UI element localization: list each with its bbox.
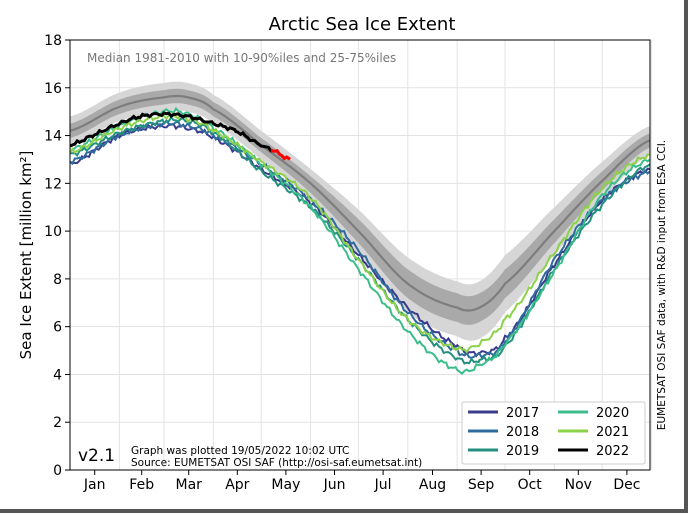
percentile-bands — [69, 81, 651, 341]
plotted-note: Graph was plotted 19/05/2022 10:02 UTC — [131, 445, 349, 457]
series-line-2022 — [69, 111, 273, 153]
legend-label-2017: 2017 — [506, 406, 539, 421]
x-tick-label: Oct — [518, 477, 543, 493]
y-tick-label: 2 — [53, 415, 62, 431]
source-note: Source: EUMETSAT OSI SAF (http://osi-saf… — [131, 457, 422, 469]
x-tick-label: Aug — [419, 477, 446, 493]
x-tick-label: Mar — [175, 477, 202, 493]
series-line-2022-recent — [270, 148, 291, 161]
y-tick-label: 6 — [53, 320, 62, 336]
x-tick-label: Feb — [129, 477, 154, 493]
x-tick-label: May — [271, 477, 300, 493]
series-line-2021 — [69, 113, 651, 354]
x-tick-label: Jun — [323, 477, 346, 493]
median-label: Median 1981-2010 with 10-90%iles and 25-… — [87, 51, 396, 65]
y-tick-label: 12 — [44, 176, 62, 192]
legend-label-2022: 2022 — [596, 444, 629, 459]
y-tick-label: 16 — [44, 81, 62, 97]
x-tick-label: Jul — [374, 477, 392, 493]
x-tick-label: Jan — [83, 477, 106, 493]
version-label: v2.1 — [78, 446, 115, 466]
legend-box — [461, 401, 646, 465]
legend-label-2019: 2019 — [506, 444, 539, 459]
series-line-2020 — [69, 106, 651, 375]
x-axis-ticks: Jan Feb Mar Apr May Jun Jul Aug Sep Oct Nov Dec — [83, 470, 640, 493]
x-tick-label: Nov — [565, 477, 592, 493]
y-axis-label: Sea Ice Extent [million km²] — [17, 151, 35, 360]
y-tick-label: 10 — [44, 224, 62, 240]
y-tick-label: 4 — [53, 367, 62, 383]
x-tick-label: Apr — [225, 477, 249, 493]
x-tick-label: Sep — [468, 477, 495, 493]
legend-label-2018: 2018 — [506, 425, 539, 440]
legend-label-2020: 2020 — [596, 406, 629, 421]
plot-border — [69, 39, 651, 471]
y-tick-label: 18 — [44, 33, 62, 49]
y-tick-label: 14 — [44, 129, 62, 145]
chart-title: Arctic Sea Ice Extent — [269, 14, 456, 35]
legend: 2017 2018 2019 2020 2021 2022 — [461, 401, 646, 465]
x-tick-label: Dec — [613, 477, 640, 493]
y-axis-ticks: 0 2 4 6 8 10 12 14 16 18 — [44, 33, 70, 479]
y-tick-label: 8 — [53, 272, 62, 288]
y-tick-label: 0 — [53, 463, 62, 479]
legend-label-2021: 2021 — [596, 425, 629, 440]
side-note: EUMETSAT OSI SAF data, with R&D input fr… — [656, 140, 668, 430]
median-line — [69, 94, 651, 312]
series-lines — [69, 106, 651, 375]
